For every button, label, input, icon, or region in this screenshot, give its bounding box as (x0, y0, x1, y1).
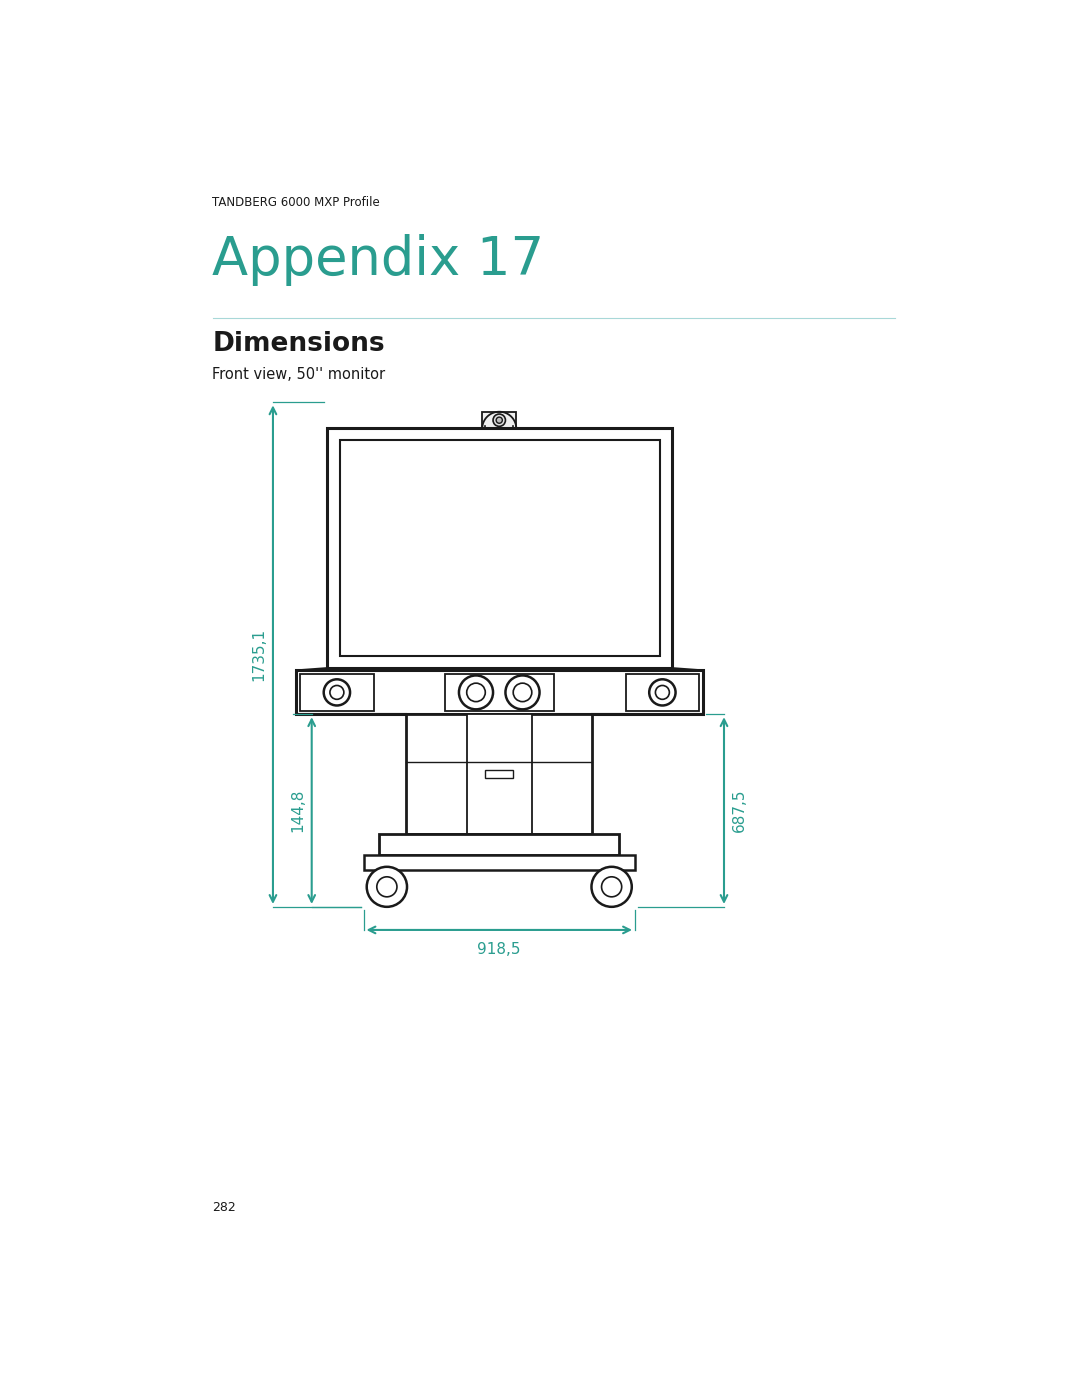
Bar (296, 671, 703, 714)
Text: Front view, 50'' monitor: Front view, 50'' monitor (213, 367, 386, 383)
Bar (364, 855, 635, 870)
Bar (300, 673, 374, 711)
Bar (379, 834, 619, 855)
Bar (467, 714, 531, 834)
Bar (485, 770, 513, 778)
Circle shape (329, 686, 343, 700)
Circle shape (592, 866, 632, 907)
Text: TANDBERG 6000 MXP Profile: TANDBERG 6000 MXP Profile (213, 196, 380, 210)
Bar (327, 427, 672, 668)
Circle shape (367, 866, 407, 907)
Bar (482, 412, 516, 429)
Circle shape (513, 683, 531, 701)
Circle shape (377, 877, 397, 897)
Circle shape (656, 686, 670, 700)
Circle shape (467, 683, 485, 701)
Text: Dimensions: Dimensions (213, 331, 386, 356)
Circle shape (505, 676, 540, 710)
Circle shape (459, 676, 494, 710)
Circle shape (602, 877, 622, 897)
Bar (406, 714, 592, 834)
Circle shape (649, 679, 676, 705)
Circle shape (496, 418, 502, 423)
Text: Appendix 17: Appendix 17 (213, 235, 544, 286)
Bar (339, 440, 660, 655)
Bar (625, 673, 699, 711)
Text: 144,8: 144,8 (291, 789, 306, 833)
Bar (445, 673, 554, 711)
Text: 282: 282 (213, 1201, 237, 1214)
Circle shape (324, 679, 350, 705)
Text: 687,5: 687,5 (732, 789, 746, 833)
Bar (485, 419, 513, 426)
Circle shape (494, 414, 505, 426)
Text: 1735,1: 1735,1 (252, 629, 267, 682)
Text: 918,5: 918,5 (477, 942, 521, 957)
